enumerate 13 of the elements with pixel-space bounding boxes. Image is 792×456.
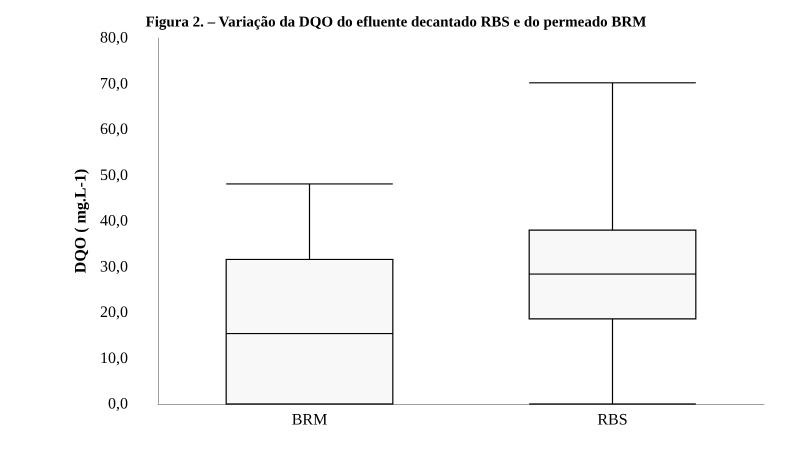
y-tick-label: 0,0	[108, 396, 128, 412]
chart-title: Figura 2. – Variação da DQO do efluente decantado RBS e do permeado BRM	[146, 14, 646, 30]
x-tick-label: BRM	[292, 412, 328, 428]
y-tick-label: 40,0	[100, 212, 128, 230]
y-tick-label: 10,0	[100, 350, 128, 367]
y-tick-label: 20,0	[100, 304, 128, 321]
y-tick-label: 30,0	[100, 258, 128, 276]
x-tick-label: RBS	[597, 412, 628, 428]
y-tick-label: 60,0	[100, 121, 128, 138]
y-tick-label: 50,0	[100, 166, 128, 184]
y-tick-label: 70,0	[100, 75, 128, 92]
y-tick-label: 80,0	[100, 30, 128, 46]
y-axis-title: DQO ( mg.L-1)	[72, 168, 90, 274]
